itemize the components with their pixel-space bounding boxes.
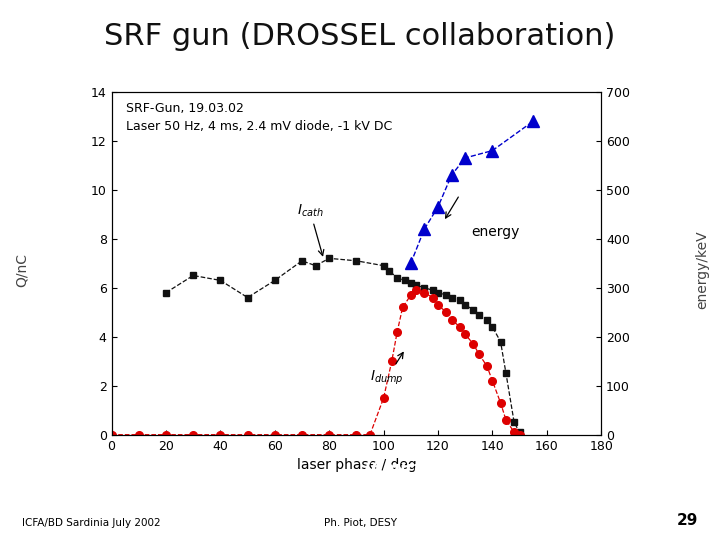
- Text: 29: 29: [677, 513, 698, 528]
- Text: $I_{cath}$: $I_{cath}$: [297, 202, 324, 255]
- Text: energy: energy: [472, 225, 520, 239]
- Text: SRF-Gun, 19.03.02
Laser 50 Hz, 4 ms, 2.4 mV diode, -1 kV DC: SRF-Gun, 19.03.02 Laser 50 Hz, 4 ms, 2.4…: [126, 102, 392, 133]
- Text: Ph. Piot, DESY: Ph. Piot, DESY: [323, 518, 397, 528]
- Text: energy/keV: energy/keV: [695, 231, 709, 309]
- Text: (Courtesy of P. Janssen et al.): (Courtesy of P. Janssen et al.): [364, 461, 629, 476]
- X-axis label: laser phase / deg: laser phase / deg: [297, 458, 416, 472]
- Text: ICFA/BD Sardinia July 2002: ICFA/BD Sardinia July 2002: [22, 518, 161, 528]
- Text: SRF gun (DROSSEL collaboration): SRF gun (DROSSEL collaboration): [104, 22, 616, 51]
- Text: Q/nC: Q/nC: [14, 253, 29, 287]
- Text: $I_{dump}$: $I_{dump}$: [370, 353, 404, 387]
